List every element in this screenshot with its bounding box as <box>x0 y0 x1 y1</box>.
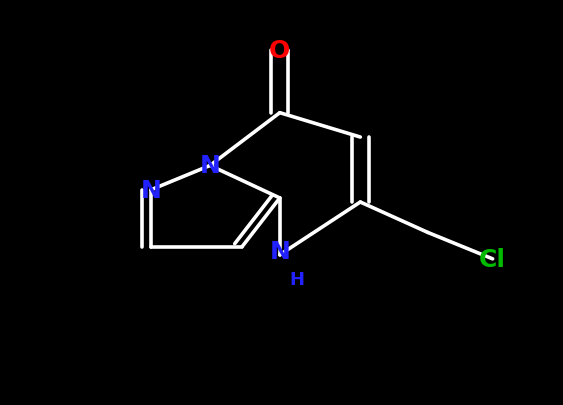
Text: Cl: Cl <box>479 247 506 271</box>
Text: N: N <box>140 178 162 202</box>
Text: N: N <box>199 154 221 178</box>
Text: H: H <box>289 271 304 288</box>
Text: O: O <box>269 38 291 63</box>
Text: N: N <box>269 239 291 263</box>
